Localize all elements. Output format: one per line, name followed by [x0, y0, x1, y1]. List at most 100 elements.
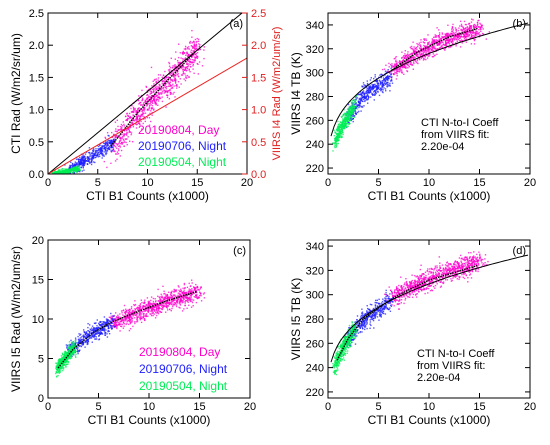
data-point	[401, 57, 403, 59]
data-point	[423, 44, 425, 47]
data-point	[170, 72, 172, 74]
data-point	[413, 51, 415, 53]
data-point	[415, 60, 417, 63]
data-point	[84, 159, 86, 162]
data-point	[185, 296, 188, 298]
data-point	[475, 25, 477, 28]
data-point	[178, 86, 180, 88]
data-point	[146, 105, 148, 107]
data-point	[174, 294, 176, 296]
data-point	[130, 307, 133, 310]
data-point	[339, 121, 342, 123]
data-point	[101, 152, 103, 154]
data-point	[158, 301, 161, 303]
data-point	[452, 42, 454, 44]
data-point	[123, 304, 126, 307]
data-point	[105, 331, 107, 334]
data-point	[154, 317, 157, 319]
data-point	[362, 91, 364, 93]
data-point	[168, 61, 170, 64]
data-point	[376, 79, 378, 82]
data-point	[123, 145, 125, 147]
data-point	[136, 306, 139, 308]
data-point	[112, 146, 114, 148]
data-point	[375, 92, 377, 95]
data-point	[82, 156, 85, 158]
data-point	[119, 146, 121, 148]
data-point	[193, 41, 196, 43]
data-point	[418, 53, 420, 56]
data-point	[116, 131, 118, 133]
data-point	[177, 61, 179, 64]
data-point	[127, 323, 130, 326]
data-point	[438, 32, 441, 34]
data-point	[132, 118, 134, 121]
data-point	[401, 61, 403, 63]
data-point	[151, 107, 153, 110]
x-tick-label: 20	[241, 177, 253, 189]
data-point	[112, 315, 114, 317]
data-point	[162, 87, 165, 89]
data-point	[474, 24, 477, 27]
data-point	[400, 69, 402, 71]
data-point	[87, 156, 89, 158]
data-point	[162, 74, 165, 77]
data-point	[177, 73, 179, 75]
data-point	[394, 63, 396, 66]
data-point	[150, 120, 152, 123]
data-point	[60, 168, 63, 170]
data-point	[378, 79, 381, 81]
data-point	[119, 323, 121, 325]
data-point	[166, 96, 169, 98]
data-point	[350, 101, 353, 104]
data-point	[351, 106, 353, 108]
data-point	[145, 98, 148, 100]
data-point	[105, 153, 107, 156]
data-point	[387, 70, 389, 73]
data-point	[130, 132, 133, 134]
data-point	[149, 313, 151, 315]
data-point	[106, 140, 109, 142]
data-point	[192, 61, 195, 63]
y2-axis-label: VIIRS I4 Rad (W/m2/um/sr)	[271, 27, 283, 161]
data-point	[358, 98, 361, 100]
data-point	[65, 170, 67, 172]
data-point	[382, 77, 385, 79]
data-point	[476, 32, 478, 34]
data-point	[159, 298, 162, 300]
data-point	[180, 288, 182, 290]
reference-line-1	[48, 13, 243, 174]
data-point	[444, 49, 446, 51]
data-point	[135, 312, 137, 314]
data-point	[93, 156, 95, 158]
data-point	[190, 285, 192, 287]
data-point	[90, 329, 92, 331]
data-point	[158, 94, 160, 96]
data-point	[139, 313, 142, 315]
y-tick-label: 1.5	[29, 72, 44, 84]
data-point	[81, 342, 83, 344]
data-point	[93, 154, 95, 157]
data-point	[469, 28, 471, 30]
data-point	[373, 91, 375, 93]
data-point	[129, 117, 132, 119]
data-point	[412, 68, 414, 70]
data-point	[183, 289, 185, 291]
data-point	[346, 126, 348, 128]
data-point	[185, 75, 187, 77]
data-point	[163, 290, 165, 292]
data-point	[134, 312, 136, 314]
data-point	[391, 63, 393, 65]
data-point	[136, 307, 138, 310]
data-point	[460, 35, 463, 38]
x-tick-label: 20	[524, 177, 536, 189]
data-point	[400, 64, 402, 66]
data-point	[333, 129, 335, 131]
data-point	[377, 89, 379, 91]
data-point	[177, 292, 180, 294]
data-point	[449, 46, 452, 48]
data-point	[127, 309, 129, 311]
data-point	[119, 330, 121, 332]
data-point	[149, 304, 152, 307]
